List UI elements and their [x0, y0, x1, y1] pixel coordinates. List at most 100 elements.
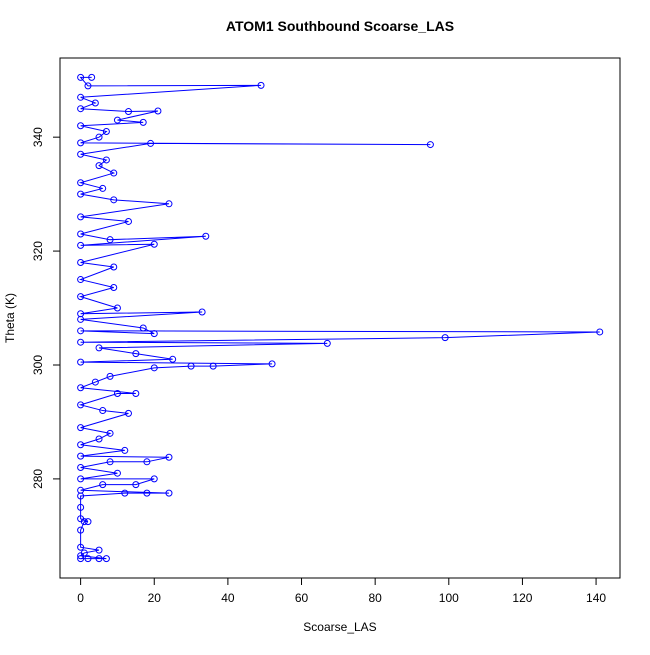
- point: [124, 108, 132, 116]
- point: [77, 230, 85, 238]
- point: [77, 190, 85, 198]
- point: [77, 241, 85, 249]
- series-line: [78, 76, 600, 560]
- point: [84, 82, 92, 90]
- x-tick-label: 20: [148, 591, 162, 605]
- point: [77, 258, 85, 266]
- point: [110, 169, 118, 177]
- point: [77, 327, 85, 335]
- point: [77, 293, 85, 301]
- point: [106, 429, 114, 437]
- point: [209, 362, 217, 370]
- point: [121, 489, 129, 497]
- point: [77, 475, 85, 483]
- x-tick-label: 140: [586, 591, 606, 605]
- point: [77, 213, 85, 221]
- point: [84, 518, 92, 526]
- point: [77, 526, 85, 534]
- point: [132, 389, 140, 397]
- point: [77, 139, 85, 147]
- point: [143, 489, 151, 497]
- point: [80, 549, 88, 557]
- point: [91, 99, 99, 107]
- point: [99, 184, 107, 192]
- point: [77, 93, 85, 101]
- point: [77, 384, 85, 392]
- point: [95, 344, 103, 352]
- point: [187, 362, 195, 370]
- x-tick-label: 60: [295, 591, 309, 605]
- point: [139, 118, 147, 126]
- x-tick-label: 0: [77, 591, 84, 605]
- point: [132, 350, 140, 358]
- point: [95, 546, 103, 554]
- point: [77, 464, 85, 472]
- point: [113, 389, 121, 397]
- point: [113, 304, 121, 312]
- point: [165, 200, 173, 208]
- chart-title: ATOM1 Southbound Scoarse_LAS: [226, 18, 454, 34]
- point: [77, 122, 85, 130]
- point: [169, 355, 177, 363]
- point: [95, 435, 103, 443]
- point: [150, 364, 158, 372]
- point: [77, 401, 85, 409]
- y-axis-label: Theta (K): [3, 293, 17, 343]
- point: [106, 372, 114, 380]
- point: [150, 330, 158, 338]
- point: [106, 458, 114, 466]
- point: [102, 127, 110, 135]
- point: [596, 328, 604, 336]
- point: [202, 232, 210, 240]
- point: [102, 555, 110, 563]
- x-tick-label: 40: [221, 591, 235, 605]
- y-tick-label: 280: [31, 469, 45, 489]
- point: [77, 515, 85, 523]
- y-tick-label: 320: [31, 241, 45, 261]
- point: [147, 139, 155, 147]
- point: [143, 458, 151, 466]
- point: [110, 196, 118, 204]
- point: [99, 407, 107, 415]
- point: [139, 324, 147, 332]
- point: [77, 276, 85, 284]
- point: [165, 489, 173, 497]
- point: [113, 469, 121, 477]
- point: [77, 441, 85, 449]
- point: [110, 284, 118, 292]
- point: [91, 378, 99, 386]
- point: [77, 358, 85, 366]
- point: [77, 310, 85, 318]
- point: [132, 481, 140, 489]
- point: [77, 424, 85, 432]
- point: [77, 105, 85, 113]
- point: [77, 486, 85, 494]
- point: [154, 107, 162, 115]
- point: [150, 475, 158, 483]
- x-axis-label: Scoarse_LAS: [303, 620, 376, 634]
- point: [102, 156, 110, 164]
- point: [88, 73, 96, 81]
- point: [106, 236, 114, 244]
- point: [113, 116, 121, 124]
- x-tick-label: 100: [439, 591, 459, 605]
- point: [268, 360, 276, 368]
- point: [77, 338, 85, 346]
- point: [77, 543, 85, 551]
- point: [95, 133, 103, 141]
- point: [441, 334, 449, 342]
- point: [110, 263, 118, 271]
- point: [77, 179, 85, 187]
- point: [165, 453, 173, 461]
- x-tick-label: 120: [512, 591, 532, 605]
- point: [95, 555, 103, 563]
- point: [198, 308, 206, 316]
- y-tick-label: 340: [31, 127, 45, 147]
- point: [77, 503, 85, 511]
- y-tick-label: 300: [31, 355, 45, 375]
- point: [77, 555, 85, 563]
- point: [150, 240, 158, 248]
- point: [77, 150, 85, 158]
